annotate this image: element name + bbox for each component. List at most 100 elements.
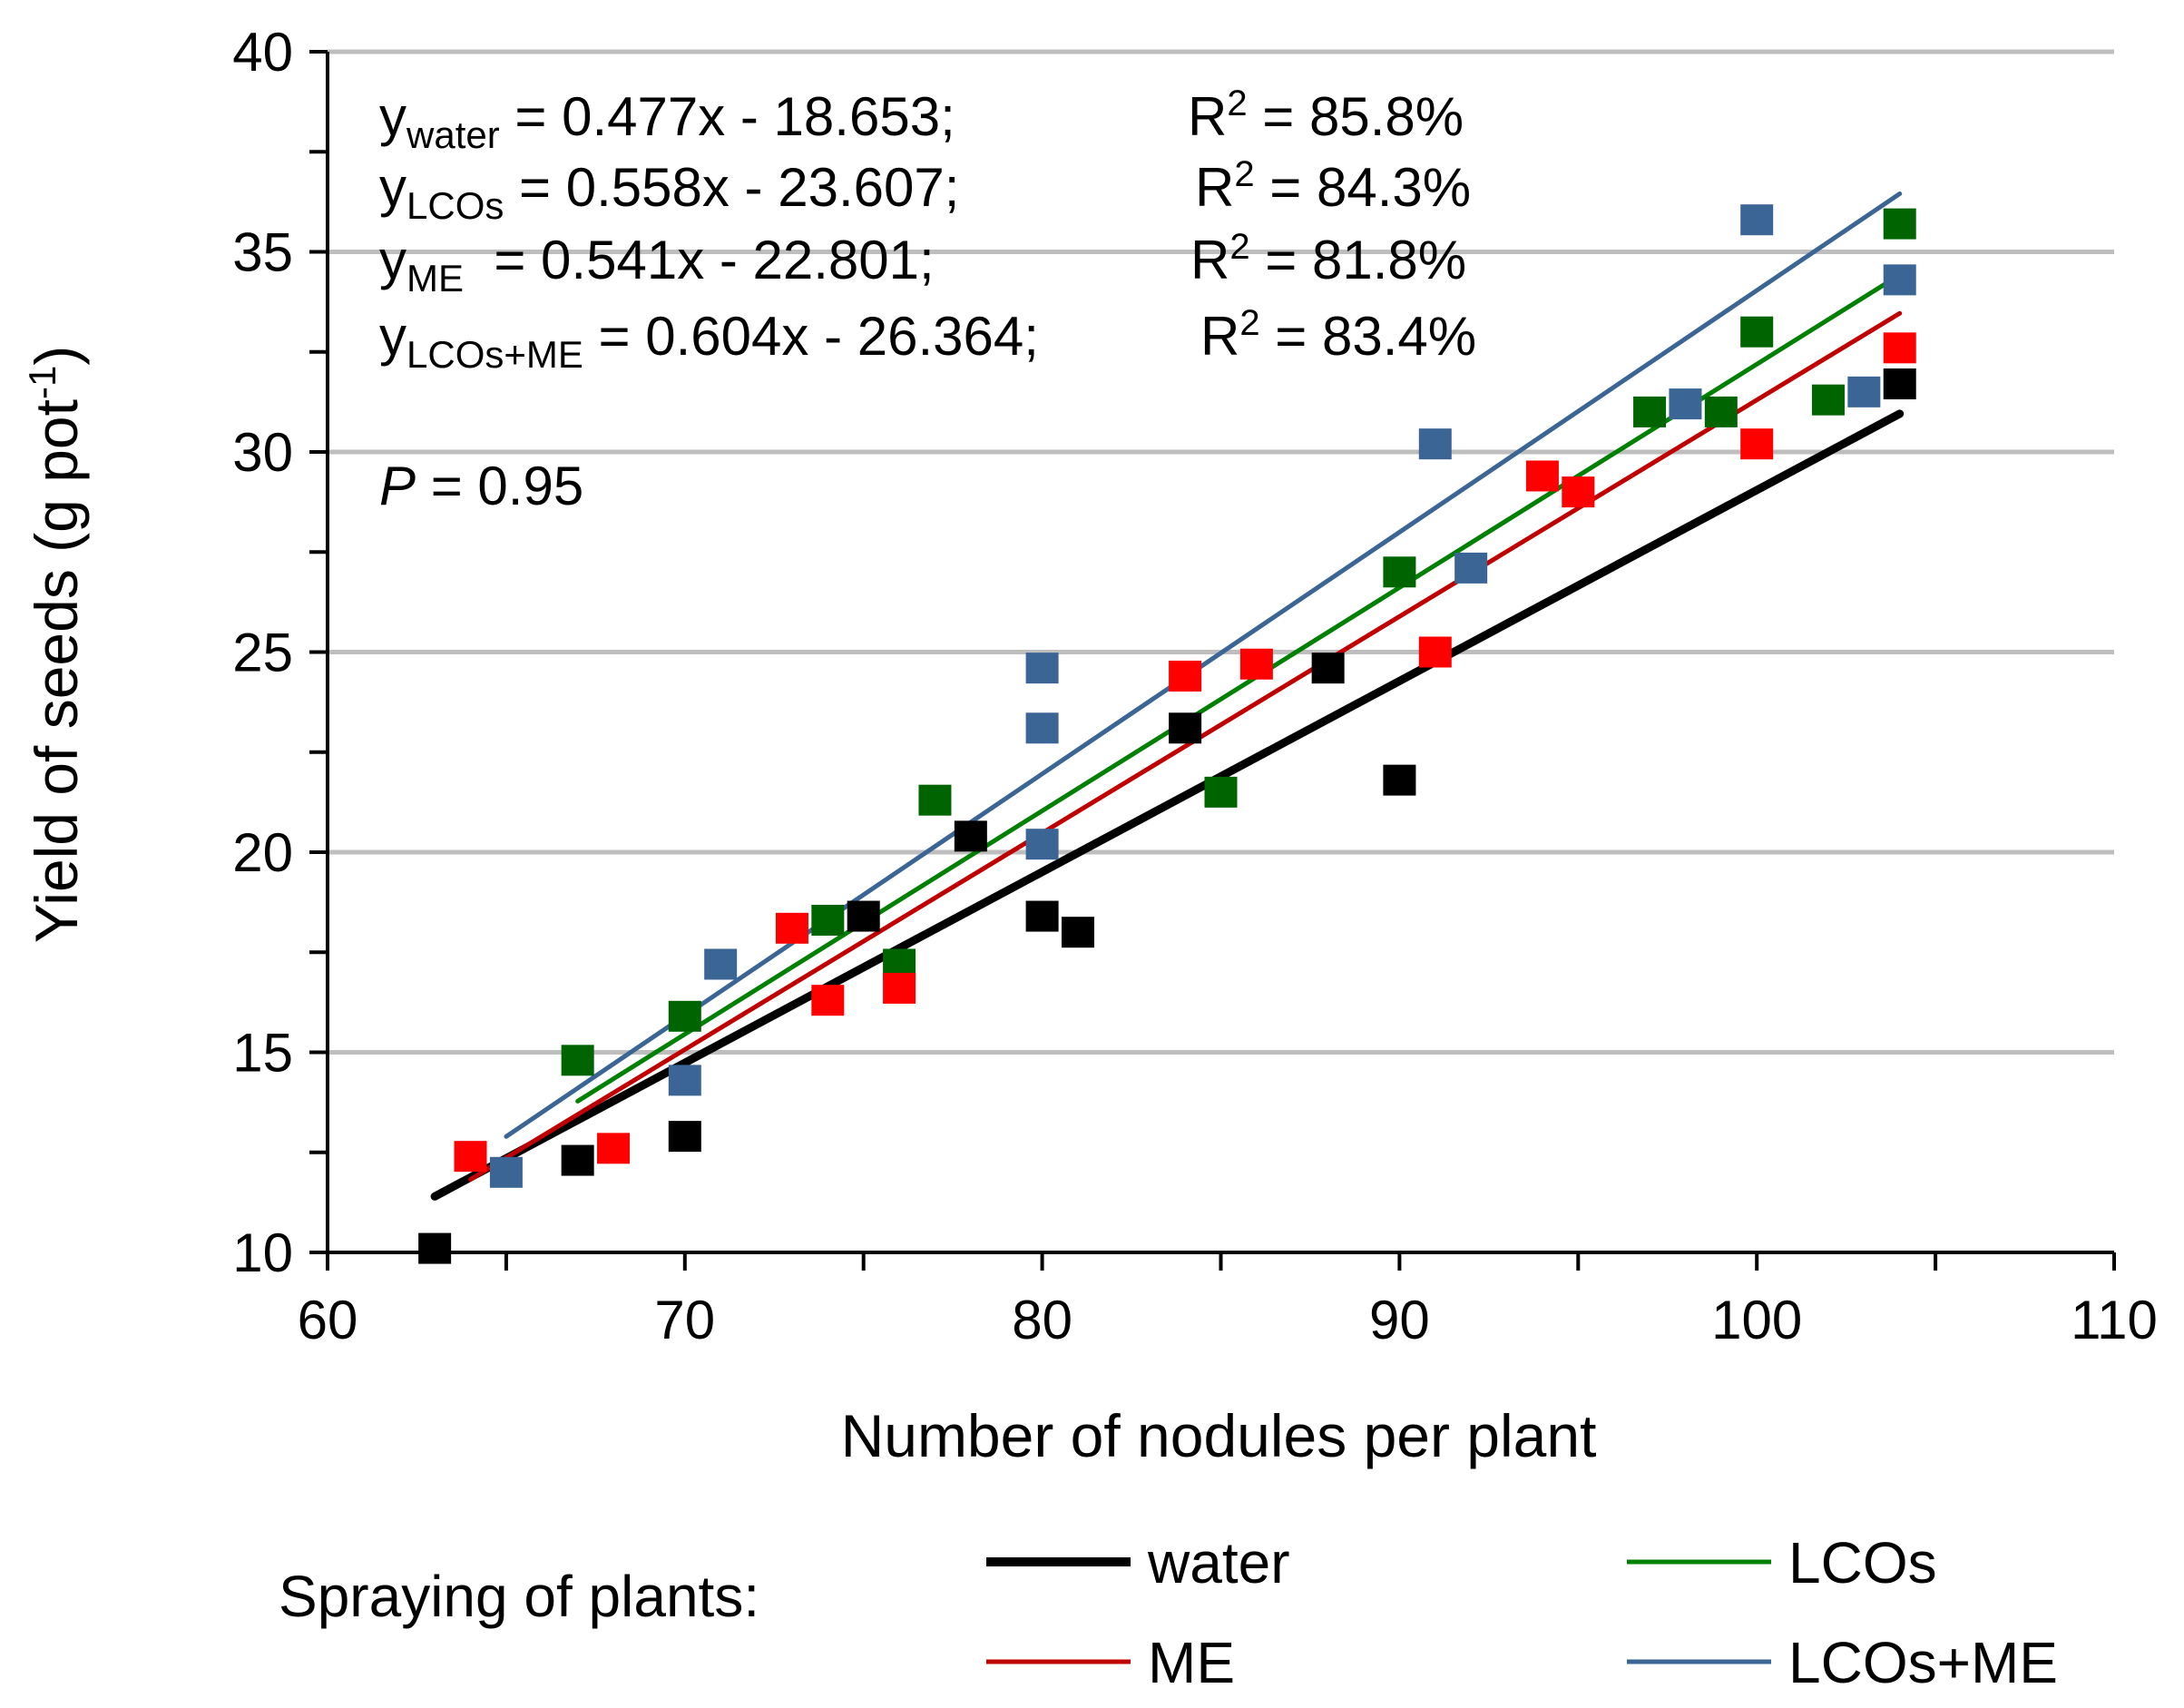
point-water <box>668 1121 701 1153</box>
r-squared: R2 = 83.4% <box>1200 303 1476 367</box>
axes: 10 15 20 25 30 35 40 60 70 80 90 100 110 <box>232 22 2158 1350</box>
r-value: = 85.8% <box>1248 86 1464 147</box>
point-lcos <box>1383 556 1416 588</box>
point-water <box>561 1144 594 1176</box>
p-rest: = 0.95 <box>416 456 583 516</box>
eq-subscript: LCOs+ME <box>406 333 583 376</box>
point-water <box>1311 653 1345 684</box>
point-lcos-me <box>704 948 738 980</box>
legend-label: LCOs <box>1788 1530 1937 1595</box>
trend-line-me <box>468 310 1903 1183</box>
p-label: P <box>379 456 416 516</box>
eq-subscript: ME <box>406 257 464 299</box>
r-squared: R2 = 81.8% <box>1190 227 1466 290</box>
point-me <box>775 912 808 944</box>
eq-body: = 0.558x - 23.607; <box>504 157 959 218</box>
point-lcos-me <box>668 1065 701 1096</box>
point-me <box>883 972 916 1004</box>
equation-me: yME = 0.541x - 22.801; <box>379 230 935 299</box>
legend-label: LCOs+ME <box>1788 1630 2058 1695</box>
x-tick-label: 60 <box>298 1290 358 1350</box>
point-me <box>454 1141 487 1173</box>
r-label: R <box>1195 157 1234 218</box>
legend-label: ME <box>1148 1630 1235 1695</box>
legend-title: Spraying of plants: <box>279 1564 759 1629</box>
point-lcos-me <box>1418 428 1452 460</box>
point-me <box>1562 476 1595 508</box>
y-axis-label: Yield of seeds (g pot-1) <box>21 346 90 944</box>
trend-line-lcos-me <box>504 191 1903 1139</box>
r-label: R <box>1188 86 1227 147</box>
y-tick-label: 35 <box>232 222 293 283</box>
legend: Spraying of plants: water LCOs ME LCOs+ME <box>279 1530 2058 1695</box>
eq-y: y <box>379 157 406 218</box>
point-lcos-me <box>1025 653 1059 684</box>
r-superscript: 2 <box>1234 154 1254 194</box>
r-value: = 83.4% <box>1260 306 1477 367</box>
eq-body: = 0.477x - 18.653; <box>500 86 955 147</box>
point-me <box>811 985 845 1016</box>
point-water <box>418 1232 452 1264</box>
r-squared: R2 = 85.8% <box>1188 83 1464 147</box>
point-me <box>1883 332 1916 364</box>
equations: ywater = 0.477x - 18.653; R2 = 85.8%yLCOs… <box>379 83 1476 516</box>
x-tick-label: 70 <box>654 1290 715 1350</box>
r-value: = 84.3% <box>1255 157 1472 218</box>
y-tick-label: 40 <box>232 22 293 83</box>
y-tick-label: 30 <box>232 422 293 483</box>
point-me <box>1525 460 1559 492</box>
point-lcos <box>1740 316 1774 348</box>
equation-lcos: yLCOs = 0.558x - 23.607; <box>379 157 959 227</box>
p-value: P = 0.95 <box>379 456 583 516</box>
legend-label: water <box>1147 1530 1290 1595</box>
x-axis-label: Number of nodules per plant <box>841 1402 1597 1469</box>
point-me <box>1740 428 1774 460</box>
point-lcos-me <box>1454 552 1488 584</box>
trend-line-water <box>430 409 1905 1201</box>
data-points <box>418 204 1916 1264</box>
point-lcos <box>1811 384 1845 416</box>
point-lcos <box>1204 776 1238 808</box>
point-lcos-me <box>1025 712 1059 744</box>
x-tick-label: 90 <box>1369 1290 1430 1350</box>
r-label: R <box>1200 306 1239 367</box>
eq-y: y <box>379 306 406 367</box>
y-tick-label: 20 <box>232 822 293 883</box>
point-lcos <box>1633 396 1667 427</box>
point-me <box>1169 660 1202 692</box>
point-me <box>1239 648 1273 680</box>
point-water <box>1061 917 1094 948</box>
point-lcos-me <box>489 1156 523 1188</box>
point-lcos-me <box>1883 264 1916 296</box>
point-lcos <box>811 904 845 936</box>
r-value: = 81.8% <box>1250 230 1467 290</box>
point-lcos <box>561 1045 594 1076</box>
eq-subscript: LCOs <box>406 184 504 227</box>
y-tick-label: 15 <box>232 1023 293 1084</box>
point-lcos-me <box>1740 204 1774 236</box>
point-me <box>597 1133 631 1164</box>
point-lcos <box>668 1000 701 1032</box>
point-lcos-me <box>1669 388 1702 420</box>
point-water <box>954 820 987 852</box>
r-superscript: 2 <box>1229 227 1249 267</box>
point-lcos-me <box>1025 829 1059 860</box>
x-tick-label: 80 <box>1012 1290 1072 1350</box>
point-lcos <box>918 784 952 816</box>
x-tick-label: 100 <box>1711 1290 1802 1350</box>
eq-y: y <box>379 86 406 147</box>
equation-lcos-me: yLCOs+ME = 0.604x - 26.364; <box>379 306 1039 376</box>
eq-subscript: water <box>406 113 500 156</box>
point-water <box>1169 712 1202 744</box>
eq-y: y <box>379 230 406 290</box>
y-tick-label: 10 <box>232 1222 293 1283</box>
eq-body: = 0.604x - 26.364; <box>583 306 1039 367</box>
point-lcos <box>1883 208 1916 240</box>
point-me <box>1418 636 1452 668</box>
y-tick-label: 25 <box>232 623 293 683</box>
r-label: R <box>1190 230 1229 290</box>
point-lcos <box>1704 396 1738 427</box>
point-lcos-me <box>1847 376 1881 407</box>
point-water <box>847 900 880 932</box>
